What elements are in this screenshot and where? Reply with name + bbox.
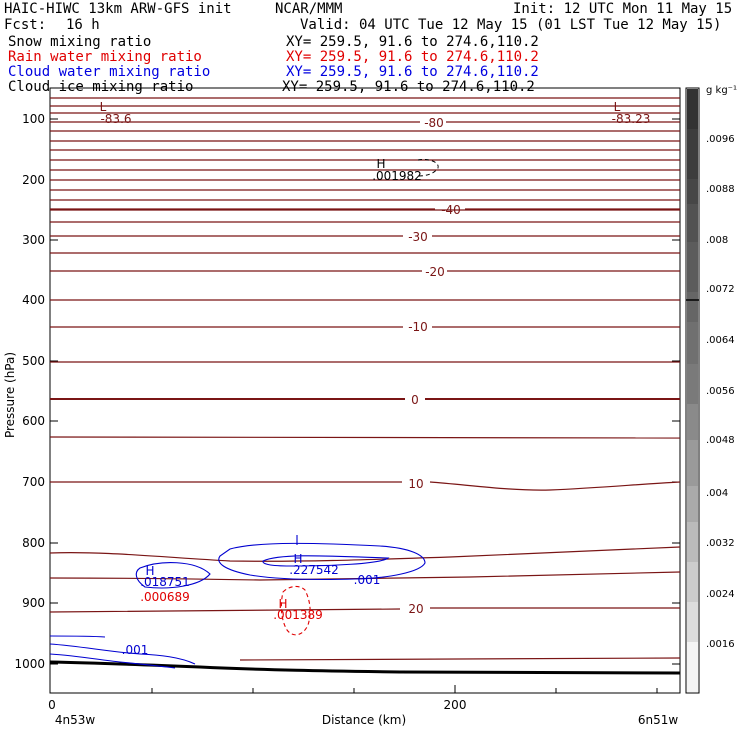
colorbar-tick: .0064 xyxy=(706,335,735,346)
low-value: -83.23 xyxy=(612,112,651,126)
fcst-value: 16 h xyxy=(66,17,100,33)
x-tick-label: 0 xyxy=(48,698,56,712)
isotherm-label: -20 xyxy=(425,265,445,279)
colorbar-tick: .0072 xyxy=(706,284,735,295)
colorbar-tick: .0096 xyxy=(706,134,735,145)
x-axis: 0 200 4n53w Distance (km) 6n51w xyxy=(48,685,678,727)
high-value: .000689 xyxy=(140,590,190,604)
colorbar-tick: .004 xyxy=(706,488,728,499)
y-tick-label: 400 xyxy=(22,293,45,307)
isotherm-label: 10 xyxy=(408,477,423,491)
extrema: L -83.6 L -83.23 H .001982 H .018751 H .… xyxy=(100,100,651,657)
colorbar xyxy=(685,87,700,694)
rain-water-contour xyxy=(280,585,311,636)
low-value: -83.6 xyxy=(100,112,131,126)
right-endpoint-label: 6n51w xyxy=(638,713,679,727)
model-title: HAIC-HIWC 13km ARW-GFS init xyxy=(4,1,232,17)
field-rain-xy: XY= 259.5, 91.6 to 274.6,110.2 xyxy=(286,49,539,65)
isotherm-label: -40 xyxy=(441,203,461,217)
field-cloudwater-xy: XY= 259.5, 91.6 to 274.6,110.2 xyxy=(286,64,539,80)
high-marker: H xyxy=(145,564,154,578)
snow-contour xyxy=(417,159,439,177)
low-marker: L xyxy=(100,100,107,114)
field-snow-xy: XY= 259.5, 91.6 to 274.6,110.2 xyxy=(286,34,539,50)
high-marker: H xyxy=(278,597,287,611)
y-axis: 100 200 300 400 500 600 700 800 900 1000 xyxy=(14,112,680,671)
isotherms xyxy=(49,97,681,661)
isotherm-label: -30 xyxy=(408,230,428,244)
isotherm-label: -80 xyxy=(424,116,444,130)
colorbar-tick: .0048 xyxy=(706,435,735,446)
colorbar-unit: g kg⁻¹ xyxy=(706,85,737,96)
colorbar-tick: .0024 xyxy=(706,589,735,600)
left-endpoint-label: 4n53w xyxy=(55,713,96,727)
low-marker: L xyxy=(614,100,621,114)
contour-label: .001 xyxy=(354,573,381,587)
colorbar-tick: .0056 xyxy=(706,386,735,397)
high-marker: H xyxy=(376,157,385,171)
isotherm-label: 0 xyxy=(411,393,419,407)
colorbar-labels: g kg⁻¹ .0016 .0024 .0032 .004 .0048 .005… xyxy=(706,85,737,650)
terrain-line xyxy=(49,660,681,675)
high-marker: H xyxy=(293,552,302,566)
cloud-water-contours xyxy=(49,535,426,669)
isotherm-label: -10 xyxy=(408,320,428,334)
valid-time: Valid: 04 UTC Tue 12 May 15 (01 LST Tue … xyxy=(300,17,722,33)
colorbar-tick: .0032 xyxy=(706,538,735,549)
field-rain-name: Rain water mixing ratio xyxy=(8,49,202,65)
high-value: .018751 xyxy=(140,575,190,589)
high-value: .001389 xyxy=(273,608,323,622)
y-tick-label: 600 xyxy=(22,414,45,428)
field-cloudice-name: Cloud ice mixing ratio xyxy=(8,79,194,95)
contour-label: .001 xyxy=(122,643,149,657)
org-label: NCAR/MMM xyxy=(275,1,343,17)
x-axis-label: Distance (km) xyxy=(322,713,406,727)
y-tick-label: 300 xyxy=(22,233,45,247)
y-tick-label: 700 xyxy=(22,475,45,489)
y-tick-label: 200 xyxy=(22,173,45,187)
field-cloudice-xy: XY= 259.5, 91.6 to 274.6,110.2 xyxy=(282,79,535,95)
high-value: .001982 xyxy=(372,169,422,183)
plot-frame xyxy=(49,87,681,694)
field-snow-name: Snow mixing ratio xyxy=(8,34,152,50)
colorbar-tick: .008 xyxy=(706,235,728,246)
isotherm-labels: -80 -40 -30 -20 -10 0 10 20 xyxy=(408,116,461,616)
x-tick-label: 200 xyxy=(444,698,467,712)
fcst-label: Fcst: xyxy=(4,17,47,33)
y-axis-label: Pressure (hPa) xyxy=(3,352,17,438)
isotherm-label: 20 xyxy=(408,602,423,616)
y-tick-label: 1000 xyxy=(14,657,45,671)
y-tick-label: 800 xyxy=(22,536,45,550)
colorbar-tick: .0016 xyxy=(706,639,735,650)
init-time: Init: 12 UTC Mon 11 May 15 xyxy=(513,1,733,17)
y-tick-label: 100 xyxy=(22,112,45,126)
y-tick-label: 900 xyxy=(22,596,45,610)
y-tick-label: 500 xyxy=(22,354,45,368)
colorbar-tick: .0088 xyxy=(706,184,735,195)
high-value: .227542 xyxy=(289,563,339,577)
field-cloudwater-name: Cloud water mixing ratio xyxy=(8,64,211,80)
